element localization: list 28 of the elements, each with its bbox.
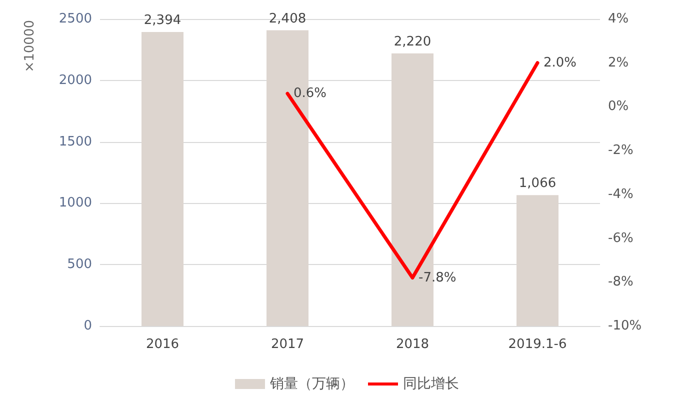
x-tick-label: 2018 — [396, 337, 430, 352]
y-tick-label: 2000 — [58, 72, 92, 88]
y2-tick-label: 0% — [608, 99, 629, 114]
y2-tick-label: -2% — [608, 143, 634, 158]
y2-tick-label: -10% — [608, 318, 642, 334]
data-label: 2,394 — [144, 13, 182, 28]
y-tick-label: 0 — [84, 318, 92, 334]
data-label: -7.8% — [418, 270, 456, 286]
y2-tick-label: 2% — [608, 55, 629, 70]
y2-tick-label: -8% — [608, 274, 634, 290]
x-tick-label: 2017 — [270, 337, 304, 352]
legend-label: 销量（万辆） — [269, 376, 354, 392]
y-tick-label: 2500 — [58, 12, 92, 26]
y-tick-label: 1500 — [58, 134, 92, 150]
x-tick-label: 2016 — [146, 337, 180, 352]
data-label: 2,408 — [268, 11, 306, 26]
x-tick-label: 2019.1-6 — [508, 337, 567, 352]
data-label: 2.0% — [544, 55, 577, 70]
y-tick-label: 1000 — [58, 196, 92, 211]
data-label: 2,220 — [394, 34, 432, 50]
y-axis-title: ×10000 — [22, 20, 38, 72]
legend-label: 同比增长 — [403, 376, 459, 392]
y2-tick-label: 4% — [608, 12, 629, 26]
y-tick-label: 500 — [67, 257, 92, 272]
y2-tick-label: -4% — [608, 186, 634, 202]
data-label: 0.6% — [294, 86, 327, 102]
y2-tick-label: -6% — [608, 230, 634, 246]
data-label: 1,066 — [518, 176, 556, 192]
